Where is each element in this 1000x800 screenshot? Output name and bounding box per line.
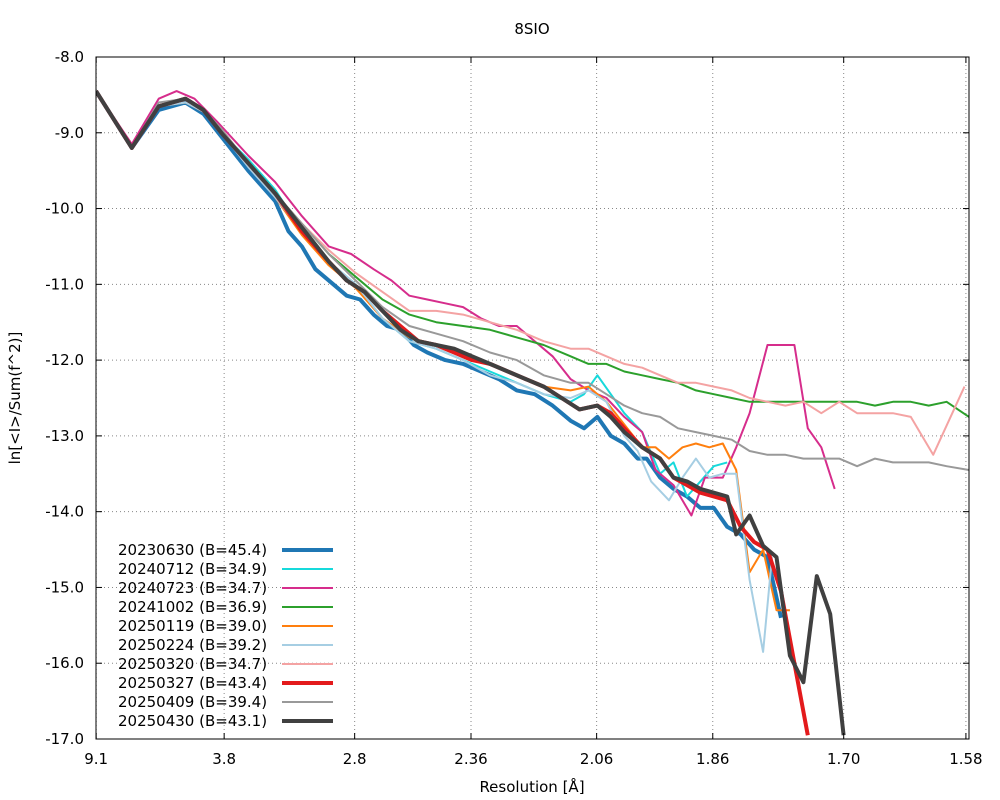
y-tick-label: -14.0 bbox=[45, 503, 84, 521]
x-tick-label: 1.86 bbox=[696, 750, 729, 768]
y-tick-label: -12.0 bbox=[45, 351, 84, 369]
y-tick-label: -8.0 bbox=[55, 48, 84, 66]
legend-label: 20250224 (B=39.2) bbox=[118, 636, 267, 654]
y-tick-label: -13.0 bbox=[45, 427, 84, 445]
y-tick-label: -10.0 bbox=[45, 200, 84, 218]
x-tick-label: 2.36 bbox=[454, 750, 487, 768]
y-tick-label: -9.0 bbox=[55, 124, 84, 142]
legend-label: 20250320 (B=34.7) bbox=[118, 655, 267, 673]
x-tick-label: 1.70 bbox=[827, 750, 860, 768]
y-axis-label: ln[<I>/Sum(f^2)] bbox=[6, 332, 24, 465]
x-tick-label: 3.8 bbox=[212, 750, 236, 768]
ticks-layer: -8.0 -9.0 -10.0 -11.0 -12.0 -13.0 -14.0 -15.0 -1… bbox=[45, 48, 982, 768]
legend-label: 20240712 (B=34.9) bbox=[118, 560, 267, 578]
y-tick-label: -15.0 bbox=[45, 578, 84, 596]
x-tick-label: 1.58 bbox=[949, 750, 982, 768]
legend-label: 20230630 (B=45.4) bbox=[118, 541, 267, 559]
y-tick-label: -17.0 bbox=[45, 730, 84, 748]
x-tick-label: 9.1 bbox=[84, 750, 108, 768]
series-line bbox=[96, 90, 836, 517]
plot-frame bbox=[95, 56, 970, 740]
y-tick-label: -11.0 bbox=[45, 275, 84, 293]
legend-label: 20240723 (B=34.7) bbox=[118, 579, 267, 597]
legend-label: 20250327 (B=43.4) bbox=[118, 674, 267, 692]
series-line bbox=[96, 90, 783, 619]
series-line bbox=[96, 90, 969, 471]
series-line bbox=[96, 90, 846, 736]
x-tick-label: 2.06 bbox=[580, 750, 613, 768]
legend-label: 20250430 (B=43.1) bbox=[118, 712, 267, 730]
series-layer bbox=[96, 90, 969, 736]
y-tick-label: -16.0 bbox=[45, 654, 84, 672]
legend-label: 20250119 (B=39.0) bbox=[118, 617, 267, 635]
x-axis-label: Resolution [Å] bbox=[479, 777, 584, 796]
x-tick-label: 2.8 bbox=[343, 750, 367, 768]
legend: 20230630 (B=45.4)20240712 (B=34.9)202407… bbox=[118, 541, 333, 730]
legend-label: 20241002 (B=36.9) bbox=[118, 598, 267, 616]
legend-label: 20250409 (B=39.4) bbox=[118, 693, 267, 711]
chart-title: 8SIO bbox=[514, 20, 549, 38]
